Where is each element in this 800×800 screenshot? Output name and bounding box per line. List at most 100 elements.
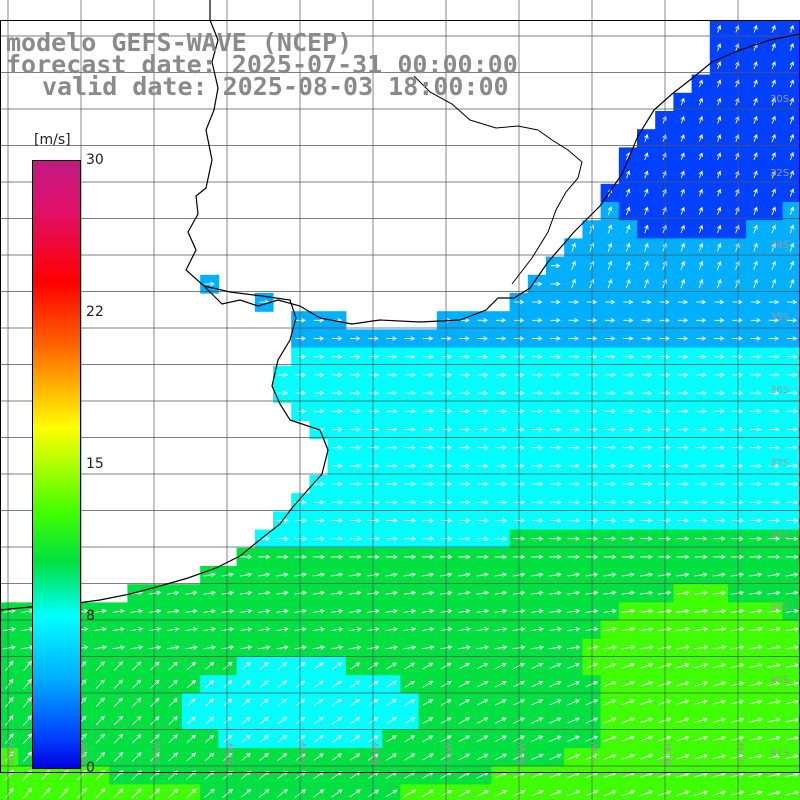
wind-arrow — [567, 590, 581, 596]
wind-arrow — [477, 354, 489, 359]
wind-arrow — [313, 372, 325, 378]
wind-arrow — [753, 170, 758, 179]
wind-arrow — [586, 481, 598, 487]
wind-arrow — [258, 554, 271, 560]
wind-arrow — [644, 278, 649, 289]
wind-arrow — [495, 354, 507, 359]
wind-arrow — [789, 151, 795, 161]
wind-arrow — [639, 717, 654, 724]
wind-arrow — [713, 372, 725, 378]
wind-arrow — [771, 79, 776, 88]
wind-arrow — [748, 699, 763, 705]
lat-label: 37S — [770, 458, 789, 469]
wind-arrow — [548, 645, 563, 650]
wind-arrow — [495, 372, 507, 378]
wind-arrow — [168, 697, 178, 707]
wind-arrow — [549, 681, 562, 688]
wind-arrow — [186, 734, 196, 744]
wind-arrow — [458, 717, 471, 724]
wind-arrow — [639, 626, 654, 632]
wind-arrow — [531, 554, 544, 560]
wind-arrow — [276, 627, 289, 632]
wind-arrow — [223, 698, 233, 707]
wind-arrow — [403, 789, 416, 798]
wind-arrow — [589, 224, 595, 234]
wind-arrow — [676, 590, 690, 596]
wind-arrow — [476, 536, 489, 541]
wind-arrow — [675, 608, 690, 614]
wind-arrow — [676, 735, 690, 742]
wind-cell — [182, 784, 201, 800]
wind-arrow — [748, 754, 763, 760]
lon-label: 59W — [79, 742, 90, 765]
wind-arrow — [168, 716, 178, 725]
wind-arrow — [477, 409, 489, 414]
wind-arrow — [786, 536, 799, 541]
wind-arrow — [476, 608, 490, 614]
wind-arrow — [640, 445, 653, 450]
wind-arrow — [313, 500, 325, 505]
wind-arrow — [712, 590, 727, 596]
wind-arrow — [40, 787, 51, 799]
wind-arrow — [422, 717, 434, 724]
wind-arrow — [549, 590, 562, 596]
wind-arrow — [698, 206, 704, 215]
wind-arrow — [585, 699, 599, 706]
wind-arrow — [331, 662, 343, 670]
wind-arrow — [696, 318, 707, 323]
wind-arrow — [223, 716, 233, 725]
wind-arrow — [331, 390, 343, 396]
wind-arrow — [730, 754, 745, 760]
wind-arrow — [130, 645, 144, 650]
lon-label: 54W — [444, 742, 455, 765]
wind-arrow — [403, 645, 417, 650]
wind-arrow — [586, 463, 598, 469]
wind-arrow — [567, 518, 580, 523]
wind-arrow — [585, 554, 599, 560]
wind-arrow — [422, 372, 434, 378]
wind-cell — [455, 784, 474, 800]
wind-arrow — [530, 753, 544, 761]
wind-arrow — [4, 751, 14, 763]
wind-arrow — [732, 390, 744, 396]
wind-arrow — [276, 789, 288, 798]
wind-arrow — [716, 170, 722, 179]
wind-arrow — [241, 734, 251, 743]
wind-arrow — [239, 590, 253, 596]
wind-arrow — [785, 645, 800, 650]
wind-arrow — [785, 608, 799, 614]
wind-arrow — [403, 554, 417, 560]
wind-arrow — [312, 536, 326, 541]
wind-arrow — [495, 409, 507, 414]
wind-arrow — [186, 698, 196, 707]
wind-arrow — [112, 608, 126, 614]
wind-arrow — [785, 754, 799, 759]
wind-arrow — [258, 789, 270, 798]
wind-arrow — [277, 753, 288, 761]
wind-arrow — [789, 115, 795, 124]
wind-arrow — [531, 372, 543, 378]
wind-arrow — [349, 481, 362, 487]
wind-arrow — [386, 336, 398, 341]
wind-arrow — [621, 699, 635, 706]
wind-arrow — [589, 278, 595, 289]
wind-cell — [109, 784, 128, 800]
wind-arrow — [113, 697, 124, 708]
wind-cell — [491, 784, 511, 800]
wind-arrow — [644, 188, 649, 197]
wind-arrow — [532, 281, 543, 287]
wind-arrow — [404, 463, 416, 469]
wind-arrow — [148, 590, 162, 596]
wind-arrow — [385, 627, 399, 632]
wind-arrow — [713, 500, 726, 505]
wind-arrow — [658, 518, 671, 523]
wind-arrow — [548, 790, 562, 797]
wind-arrow — [622, 372, 634, 378]
wind-arrow — [621, 662, 635, 669]
wind-arrow — [603, 699, 617, 706]
wind-arrow — [494, 645, 508, 650]
wind-arrow — [350, 735, 361, 743]
wind-arrow — [753, 61, 758, 70]
wind-arrow — [113, 661, 124, 671]
wind-arrow — [494, 590, 508, 596]
